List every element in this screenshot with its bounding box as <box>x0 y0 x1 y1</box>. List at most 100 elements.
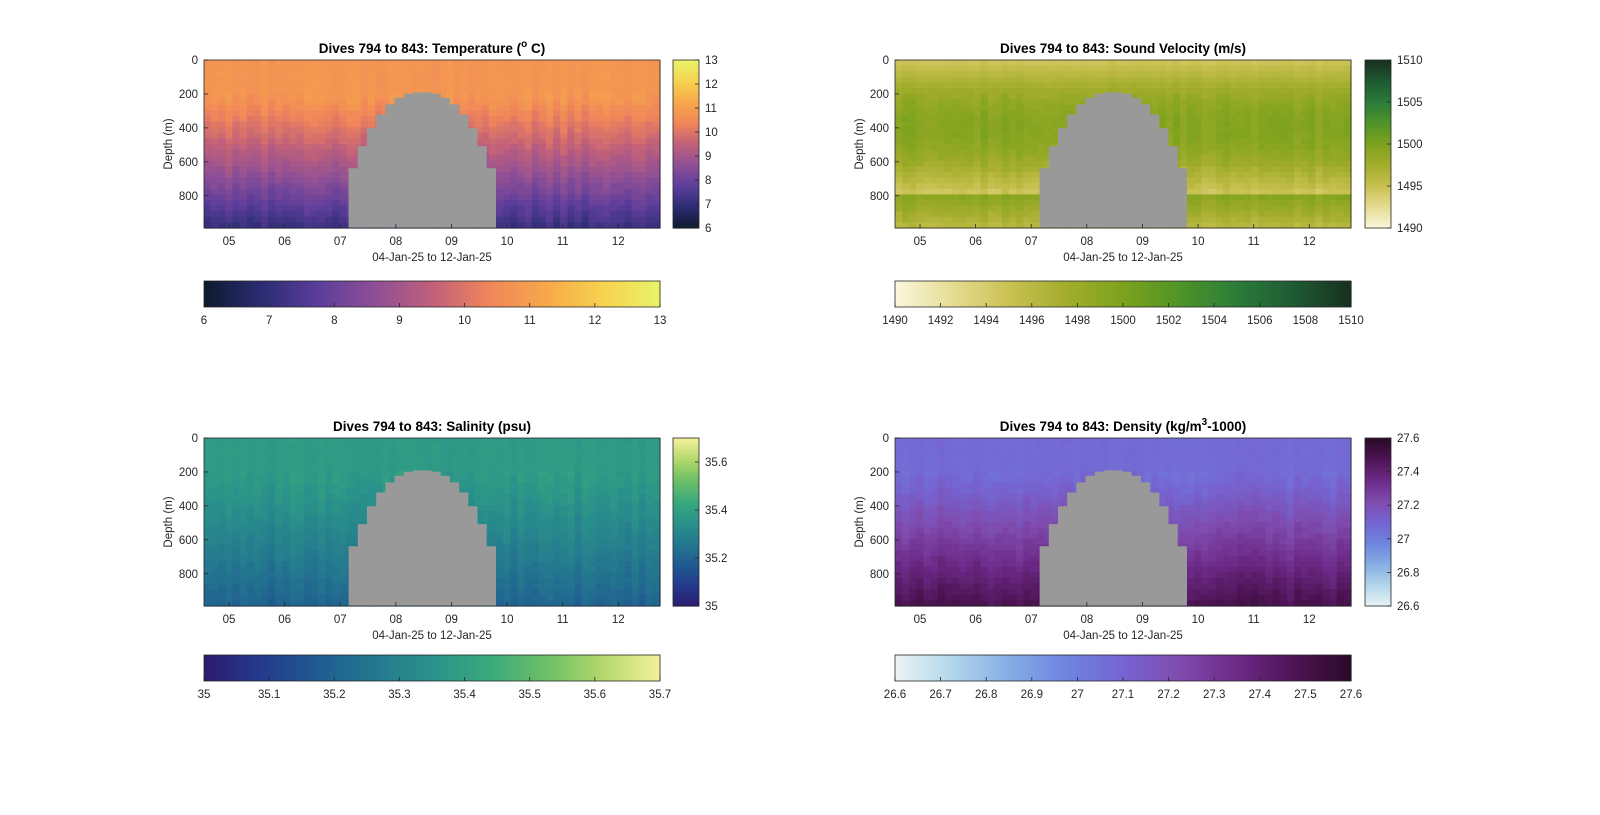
heatmap-cell <box>218 116 226 123</box>
colorbar-segment <box>1202 281 1208 307</box>
heatmap-cell <box>1343 88 1352 95</box>
heatmap-cell <box>1343 194 1352 201</box>
heatmap-cell <box>1286 160 1295 167</box>
heatmap-cell <box>1251 211 1259 218</box>
heatmap-cell <box>503 194 511 201</box>
heatmap-cell <box>225 572 234 579</box>
heatmap-cell <box>339 110 348 117</box>
heatmap-cell <box>346 93 355 100</box>
heatmap-cell <box>538 121 547 128</box>
heatmap-cell <box>375 76 383 83</box>
heatmap-cell <box>310 104 319 111</box>
colorbar-segment <box>673 132 699 137</box>
heatmap-cell <box>1258 222 1267 229</box>
heatmap-cell <box>204 494 212 501</box>
heatmap-cell <box>581 65 590 72</box>
heatmap-cell <box>474 99 483 106</box>
heatmap-cell <box>325 583 333 590</box>
heatmap-cell <box>1087 76 1096 83</box>
heatmap-cell <box>1165 116 1174 123</box>
heatmap-cell <box>1279 188 1288 195</box>
heatmap-cell <box>574 93 583 100</box>
no-data-region <box>1039 92 1187 229</box>
colorbar-segment <box>673 113 699 117</box>
heatmap-cell <box>1208 82 1217 89</box>
colorbar-segment <box>420 281 425 307</box>
heatmap-cell <box>1016 127 1024 134</box>
heatmap-cell <box>553 211 561 218</box>
heatmap-cell <box>1229 188 1238 195</box>
heatmap-cell <box>610 222 618 229</box>
colorbar-segment <box>1365 124 1391 128</box>
heatmap-cell <box>303 188 312 195</box>
heatmap-cell <box>1001 188 1010 195</box>
heatmap-cell <box>346 460 355 467</box>
heatmap-cell <box>624 205 633 212</box>
heatmap-cell <box>268 222 276 229</box>
heatmap-cell <box>296 449 305 456</box>
heatmap-cell <box>645 172 654 179</box>
heatmap-cell <box>1336 188 1345 195</box>
heatmap-cell <box>1251 166 1259 173</box>
heatmap-cell <box>638 200 647 207</box>
heatmap-cell <box>1180 160 1188 167</box>
heatmap-cell <box>966 116 974 123</box>
heatmap-cell <box>603 177 611 184</box>
heatmap-cell <box>966 205 974 212</box>
heatmap-cell <box>310 132 319 139</box>
heatmap-cell <box>289 200 298 207</box>
heatmap-cell <box>225 460 234 467</box>
heatmap-cell <box>339 155 348 162</box>
heatmap-cell <box>346 76 355 83</box>
heatmap-cell <box>1172 127 1181 134</box>
heatmap-cell <box>1343 200 1352 207</box>
heatmap-cell <box>916 194 925 201</box>
heatmap-cell <box>581 205 590 212</box>
heatmap-cell <box>1187 82 1195 89</box>
heatmap-cell <box>1301 127 1309 134</box>
heatmap-cell <box>1308 194 1316 201</box>
heatmap-cell <box>239 544 248 551</box>
heatmap-cell <box>973 121 982 128</box>
colorbar-segment <box>1107 281 1113 307</box>
heatmap-cell <box>1322 166 1331 173</box>
heatmap-cell <box>1030 200 1039 207</box>
heatmap-cell <box>239 194 248 201</box>
heatmap-cell <box>439 60 447 67</box>
heatmap-cell <box>282 160 291 167</box>
colorbar-segment <box>1305 281 1310 307</box>
heatmap-cell <box>1237 88 1245 95</box>
heatmap-cell <box>1187 188 1195 195</box>
colorbar-segment <box>253 281 258 307</box>
heatmap-cell <box>980 183 989 190</box>
heatmap-cell <box>1279 60 1288 67</box>
heatmap-cell <box>624 160 633 167</box>
heatmap-cell <box>930 60 939 67</box>
heatmap-cell <box>1044 149 1053 156</box>
heatmap-cell <box>296 477 305 484</box>
heatmap-cell <box>246 550 255 557</box>
colorbar-segment <box>557 281 562 307</box>
heatmap-cell <box>261 578 269 585</box>
heatmap-cell <box>275 71 283 78</box>
heatmap-cell <box>645 149 654 156</box>
heatmap-cell <box>1229 144 1238 151</box>
heatmap-cell <box>239 550 248 557</box>
heatmap-cell <box>289 510 298 517</box>
heatmap-cell <box>1215 166 1224 173</box>
heatmap-cell <box>289 216 298 223</box>
heatmap-cell <box>1294 188 1302 195</box>
heatmap-cell <box>902 104 910 111</box>
colorbar-segment <box>673 183 699 187</box>
heatmap-cell <box>446 88 454 95</box>
heatmap-cell <box>645 188 654 195</box>
heatmap-cell <box>325 572 333 579</box>
heatmap-cell <box>1279 222 1288 229</box>
heatmap-cell <box>1187 211 1195 218</box>
heatmap-cell <box>282 177 291 184</box>
heatmap-cell <box>332 76 340 83</box>
heatmap-cell <box>645 183 654 190</box>
heatmap-cell <box>631 127 640 134</box>
heatmap-cell <box>204 155 212 162</box>
heatmap-cell <box>1222 71 1231 78</box>
